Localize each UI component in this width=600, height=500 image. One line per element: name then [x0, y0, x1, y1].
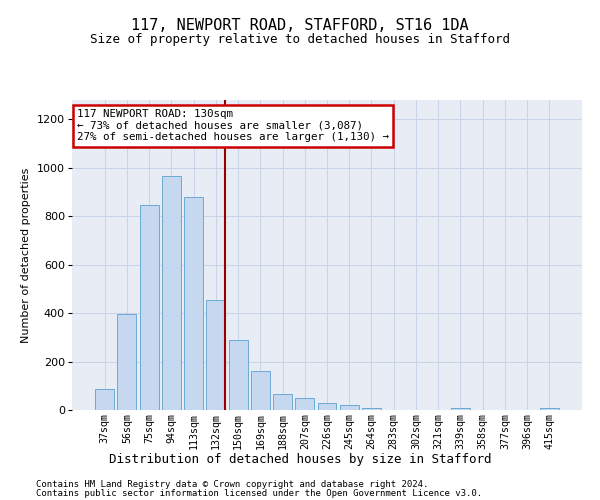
Bar	[295, 398, 314, 410]
Text: Contains public sector information licensed under the Open Government Licence v3: Contains public sector information licen…	[36, 489, 482, 498]
Text: Distribution of detached houses by size in Stafford: Distribution of detached houses by size …	[109, 452, 491, 466]
Bar	[251, 371, 270, 410]
Bar	[140, 206, 158, 410]
Bar	[95, 390, 114, 410]
Bar	[273, 394, 292, 410]
Bar	[184, 197, 203, 410]
Bar	[317, 402, 337, 410]
Bar	[540, 408, 559, 410]
Y-axis label: Number of detached properties: Number of detached properties	[22, 168, 31, 342]
Bar	[340, 405, 359, 410]
Bar	[118, 314, 136, 410]
Text: 117, NEWPORT ROAD, STAFFORD, ST16 1DA: 117, NEWPORT ROAD, STAFFORD, ST16 1DA	[131, 18, 469, 32]
Bar	[206, 300, 225, 410]
Bar	[162, 176, 181, 410]
Bar	[451, 408, 470, 410]
Text: Size of property relative to detached houses in Stafford: Size of property relative to detached ho…	[90, 32, 510, 46]
Bar	[362, 408, 381, 410]
Text: 117 NEWPORT ROAD: 130sqm
← 73% of detached houses are smaller (3,087)
27% of sem: 117 NEWPORT ROAD: 130sqm ← 73% of detach…	[77, 110, 389, 142]
Bar	[229, 340, 248, 410]
Text: Contains HM Land Registry data © Crown copyright and database right 2024.: Contains HM Land Registry data © Crown c…	[36, 480, 428, 489]
